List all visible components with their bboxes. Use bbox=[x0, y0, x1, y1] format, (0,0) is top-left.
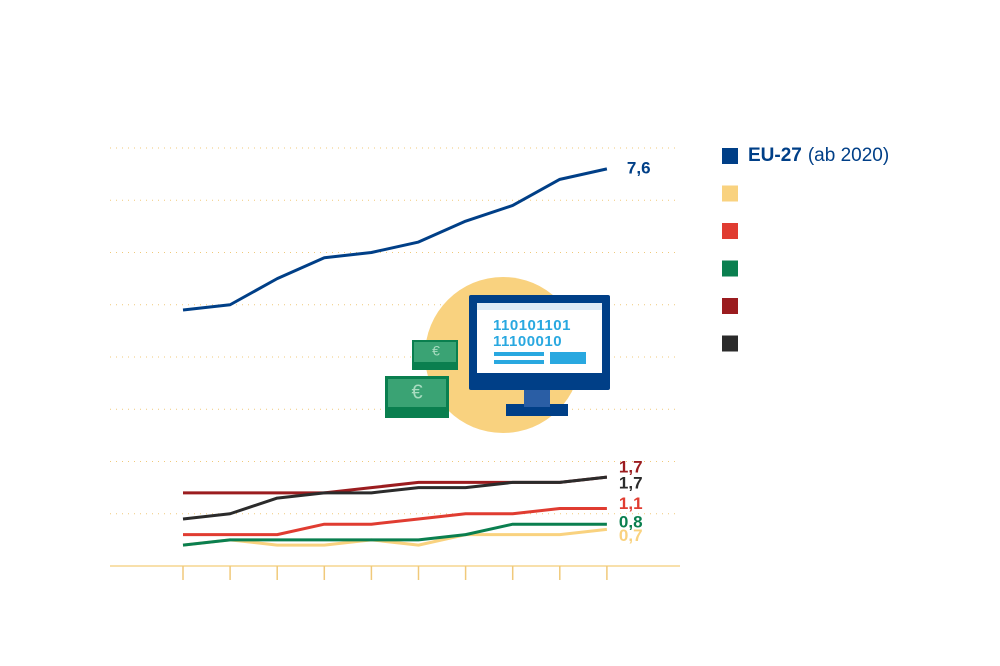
legend-swatch bbox=[722, 223, 738, 239]
value-label: 7,6 bbox=[627, 158, 651, 177]
value-label: 1,7 bbox=[619, 458, 643, 477]
value-label: 1,1 bbox=[619, 494, 643, 513]
svg-text:€: € bbox=[411, 381, 422, 403]
binary-line: 11100010 bbox=[493, 333, 562, 350]
binary-line: 110101101 bbox=[493, 317, 571, 334]
legend-swatch bbox=[722, 298, 738, 314]
legend-swatch bbox=[722, 148, 738, 164]
legend-label: EU-27 bbox=[748, 145, 802, 166]
series-line bbox=[182, 475, 608, 521]
legend-swatch bbox=[722, 185, 738, 202]
value-label: 1,7 bbox=[619, 474, 643, 493]
legend-note: (ab 2020) bbox=[808, 145, 889, 166]
legend-swatch bbox=[722, 335, 738, 352]
value-label: 0,8 bbox=[619, 513, 643, 532]
series-line bbox=[182, 527, 608, 547]
value-label: 0,7 bbox=[619, 526, 643, 545]
series-line bbox=[183, 507, 607, 537]
svg-text:€: € bbox=[432, 343, 440, 359]
legend-swatch bbox=[722, 260, 738, 277]
series-line bbox=[182, 522, 607, 547]
illustration: € € 110101101 11100010 bbox=[385, 277, 610, 433]
series-line bbox=[182, 167, 608, 312]
